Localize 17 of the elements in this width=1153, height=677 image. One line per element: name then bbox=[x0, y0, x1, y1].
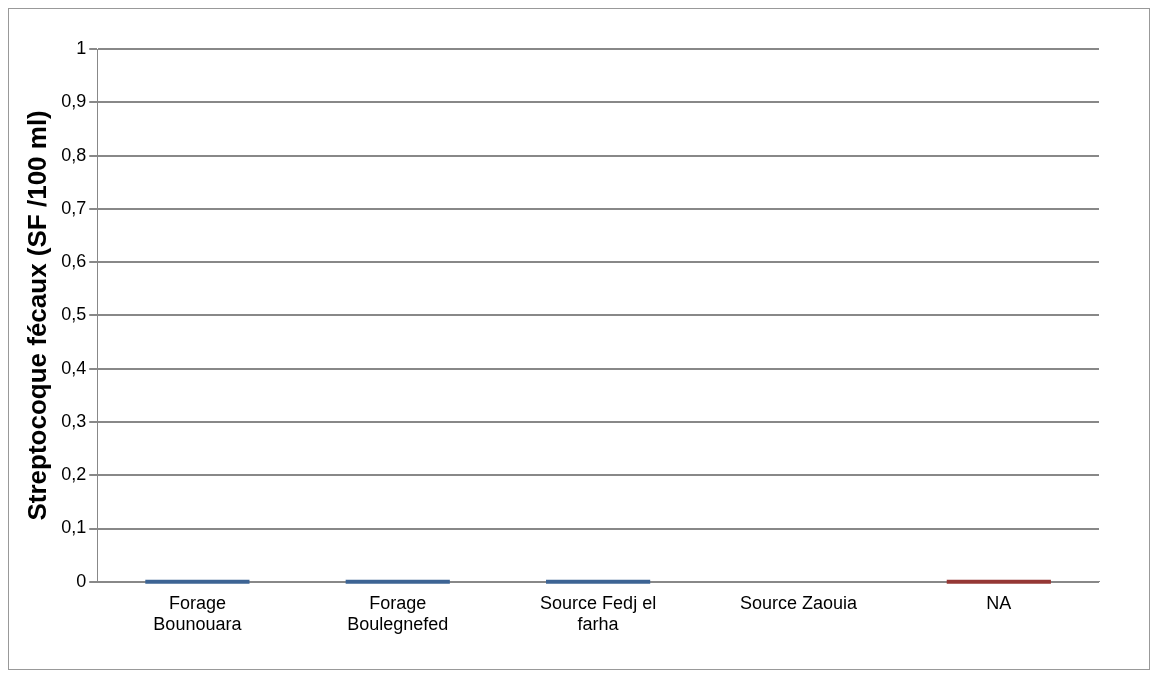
y-tick-label: 0,5 bbox=[61, 304, 87, 325]
y-tick-label: 0 bbox=[76, 570, 87, 591]
x-tick-label: Forage Bounouara bbox=[153, 592, 243, 635]
y-tick-label: 0,7 bbox=[61, 197, 87, 218]
x-tick-label: Source Fedj el farha bbox=[540, 592, 657, 635]
y-axis-title: Streptocoque fécaux (SF /100 ml) bbox=[21, 110, 52, 521]
y-tick-label: 0,8 bbox=[61, 144, 87, 165]
x-tick-label: Source Zaouia bbox=[739, 592, 858, 613]
y-tick-label: 0,3 bbox=[61, 410, 87, 431]
y-tick-label: 0,2 bbox=[61, 464, 87, 485]
y-tick-label: 0,6 bbox=[61, 251, 87, 272]
y-tick-label: 0,1 bbox=[61, 517, 87, 538]
x-tick-label: Forage Boulegnefed bbox=[347, 592, 449, 635]
y-tick-label: 0,9 bbox=[61, 91, 87, 112]
y-tick-label: 0,4 bbox=[61, 357, 87, 378]
x-tick-label: NA bbox=[986, 592, 1012, 613]
y-tick-label: 1 bbox=[76, 37, 87, 58]
